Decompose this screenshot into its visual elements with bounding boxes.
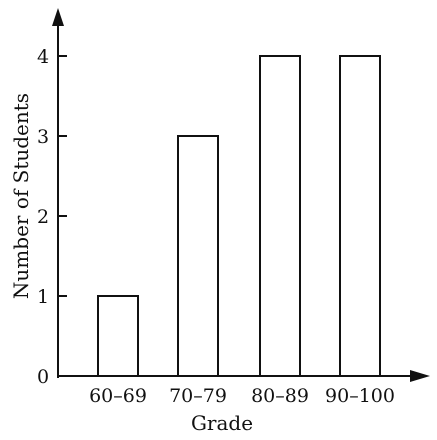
ytick-label-4: 4 <box>37 46 49 68</box>
ytick-label-1: 1 <box>37 286 49 308</box>
ytick-label-0: 0 <box>37 366 49 388</box>
bars-group <box>97 55 381 377</box>
xtick-label-1: 70–79 <box>169 385 227 407</box>
bar-1 <box>177 135 219 377</box>
bar-2 <box>259 55 301 377</box>
xtick-label-0: 60–69 <box>89 385 147 407</box>
xtick-label-2: 80–89 <box>251 385 309 407</box>
xtick-label-group: 60–69 70–79 80–89 90–100 <box>89 385 395 407</box>
xtick-label-3: 90–100 <box>325 385 395 407</box>
ytick-label-3: 3 <box>37 126 49 148</box>
y-axis-arrowhead <box>52 8 64 26</box>
ytick-group: 0 1 2 3 4 <box>37 46 67 388</box>
x-axis-arrowhead <box>410 370 430 382</box>
y-axis-label: Number of Students <box>9 93 33 299</box>
ytick-label-2: 2 <box>37 206 49 228</box>
bar-3 <box>339 55 381 377</box>
x-axis-label: Grade <box>191 411 253 435</box>
bar-0 <box>97 295 139 377</box>
